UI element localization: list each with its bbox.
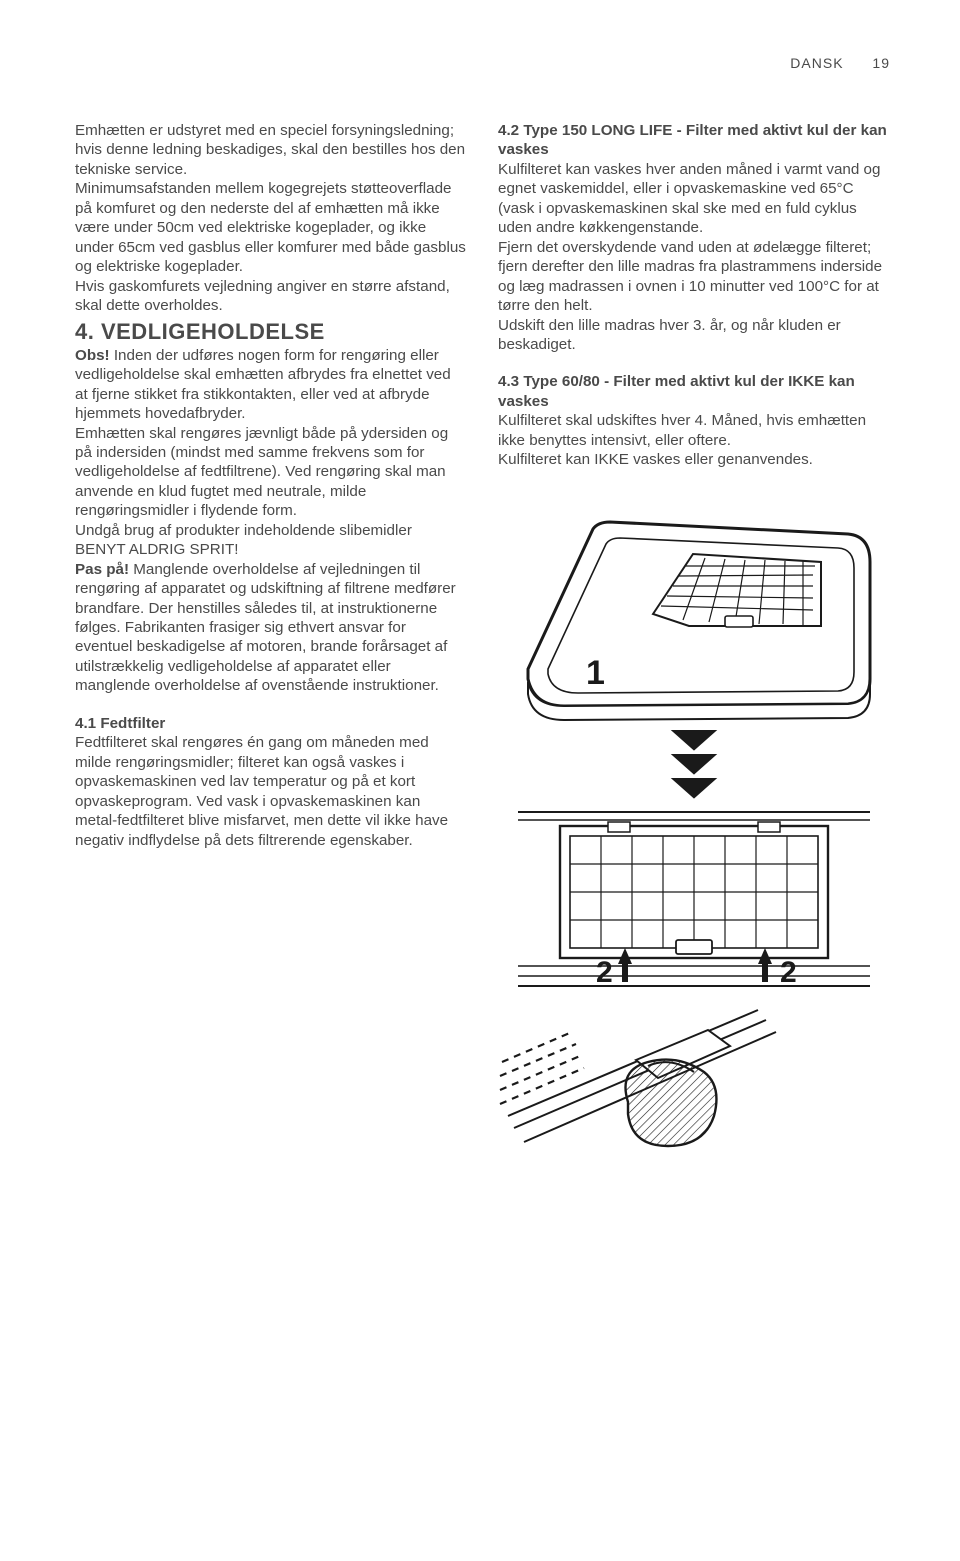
right-column: 4.2 Type 150 LONG LIFE - Filter med akti… <box>498 121 890 1154</box>
top-panel: 1 <box>528 522 870 720</box>
figure-label-1: 1 <box>586 654 605 692</box>
filter-diagram-svg: 1 <box>498 494 890 1154</box>
section-43-title: 4.3 Type 60/80 - Filter med aktivt kul d… <box>498 372 890 411</box>
paspaa-text: Manglende overholdelse af vejledningen t… <box>75 561 456 695</box>
filter-diagram: 1 <box>498 494 890 1154</box>
section-42-p1: Kulfilteret kan vaskes hver anden måned … <box>498 160 890 238</box>
left-column: Emhætten er udstyret med en speciel fors… <box>75 121 466 1154</box>
page-number: 19 <box>872 55 890 71</box>
section-42-p2: Fjern det overskydende vand uden at ødel… <box>498 238 890 316</box>
section-4-obs: Obs! Inden der udføres nogen form for re… <box>75 346 466 424</box>
paspaa-label: Pas på! <box>75 561 129 578</box>
middle-panel: 2 2 <box>518 812 870 989</box>
language-label: DANSK <box>790 55 843 71</box>
manual-page: DANSK 19 Emhætten er udstyret med en spe… <box>0 0 960 1194</box>
section-41-title: 4.1 Fedtfilter <box>75 715 165 732</box>
content-columns: Emhætten er udstyret med en speciel fors… <box>75 121 890 1154</box>
section-43-p1: Kulfilteret skal udskiftes hver 4. Måned… <box>498 411 890 450</box>
section-43-p2: Kulfilteret kan IKKE vaskes eller genanv… <box>498 450 890 469</box>
intro-p1: Emhætten er udstyret med en speciel fors… <box>75 121 466 179</box>
section-41: 4.1 Fedtfilter Fedtfilteret skal rengøre… <box>75 714 466 850</box>
section-4-paspaa: Pas på! Manglende overholdelse af vejled… <box>75 560 466 696</box>
intro-p3: Hvis gaskomfurets vejledning angiver en … <box>75 277 466 316</box>
section-42-p3: Udskift den lille madras hver 3. år, og … <box>498 316 890 355</box>
section-41-text: Fedtfilteret skal rengøres én gang om må… <box>75 734 448 848</box>
obs-label: Obs! <box>75 347 110 364</box>
section-4-p3: Undgå brug af produkter indeholdende sli… <box>75 521 466 560</box>
bottom-panel <box>500 1010 776 1146</box>
section-4-title: 4. VEDLIGEHOLDELSE <box>75 318 466 346</box>
down-arrow <box>676 732 712 796</box>
figure-label-2a: 2 <box>596 956 613 989</box>
intro-p2: Minimumsafstanden mellem kogegrejets stø… <box>75 179 466 276</box>
obs-text: Inden der udføres nogen form for rengøri… <box>75 347 451 422</box>
figure-label-2b: 2 <box>780 956 797 989</box>
section-4-p2: Emhætten skal rengøres jævnligt både på … <box>75 424 466 521</box>
section-42-title: 4.2 Type 150 LONG LIFE - Filter med akti… <box>498 121 890 160</box>
page-header: DANSK 19 <box>75 55 890 71</box>
